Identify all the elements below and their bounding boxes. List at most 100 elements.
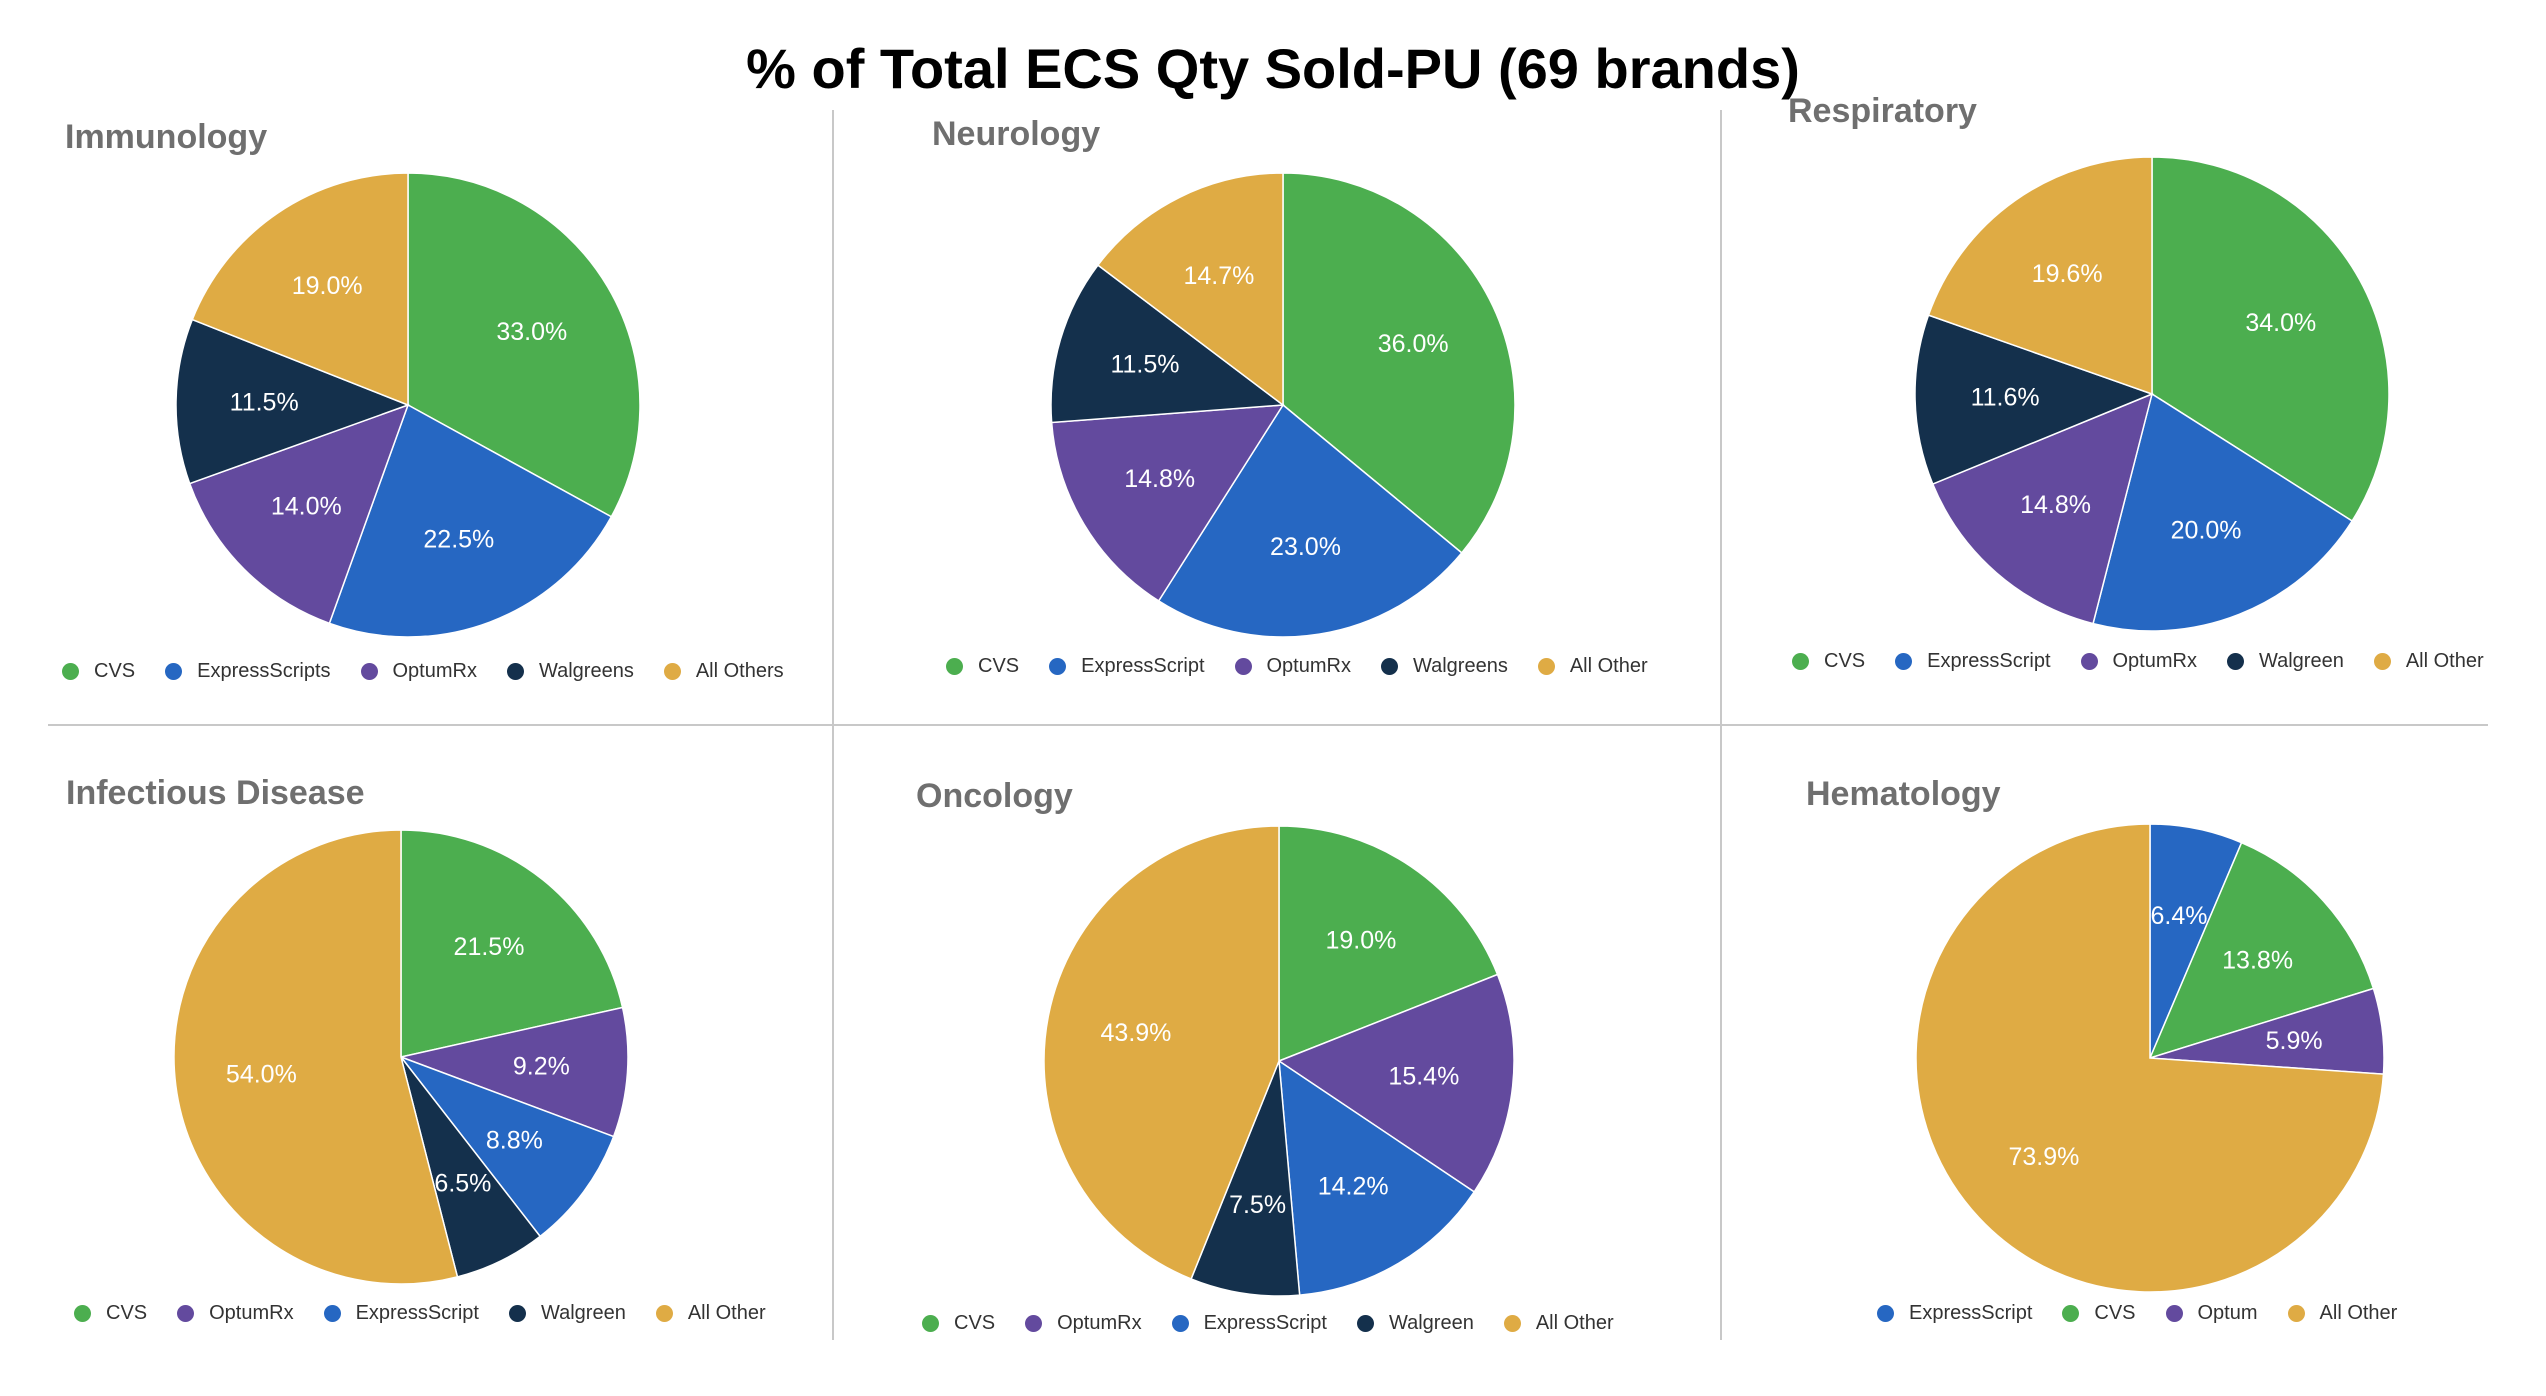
legend-item-walgreens[interactable]: Walgreens [1380, 655, 1508, 678]
legend-item-walgreen[interactable]: Walgreen [1356, 1312, 1474, 1335]
legend-swatch [74, 1305, 91, 1322]
pie-slice-expressscript[interactable] [398, 1055, 615, 1238]
legend-label: OptumRx [392, 660, 477, 682]
legend-item-all-other[interactable]: All Other [1503, 1312, 1614, 1335]
legend-label: OptumRx [209, 1302, 294, 1324]
pie-slice-cvs[interactable] [400, 829, 624, 1058]
data-label: 19.6% [2032, 260, 2103, 288]
horizontal-divider [48, 724, 2488, 726]
legend-item-expressscript[interactable]: ExpressScript [1895, 650, 2051, 673]
legend-item-all-other[interactable]: All Other [1537, 655, 1648, 678]
legend-item-walgreen[interactable]: Walgreen [2226, 650, 2344, 673]
legend-item-optumrx[interactable]: OptumRx [360, 660, 477, 683]
pie-slice-cvs[interactable] [2151, 156, 2390, 523]
legend-label: All Others [695, 660, 784, 682]
legend-item-all-other[interactable]: All Other [655, 1302, 766, 1325]
legend-swatch [663, 663, 681, 680]
pie-slice-expressscripts[interactable] [328, 403, 613, 638]
legend-item-cvs[interactable]: CVS [946, 655, 1019, 678]
legend-swatch [1503, 1315, 1521, 1332]
data-label: 73.9% [2008, 1143, 2079, 1171]
pie-slice-cvs[interactable] [1282, 172, 1516, 554]
pie-slice-cvs[interactable] [1278, 825, 1499, 1063]
chart-legend: CVS ExpressScript OptumRx Walgreen All Other [1792, 650, 2484, 673]
legend-label: All Other [2405, 650, 2484, 672]
legend-item-optumrx[interactable]: OptumRx [2080, 650, 2197, 673]
legend-label: ExpressScript [1081, 655, 1205, 677]
legend-label: ExpressScript [1203, 1312, 1327, 1334]
pie-slice-all-others[interactable] [191, 172, 409, 407]
legend-item-cvs[interactable]: CVS [1792, 650, 1865, 673]
legend-item-optum[interactable]: Optum [2165, 1302, 2258, 1325]
legend-item-all-others[interactable]: All Others [663, 660, 784, 683]
legend-item-expressscript[interactable]: ExpressScript [323, 1302, 479, 1325]
pie-slice-expressscript[interactable] [1157, 403, 1463, 638]
chart-legend: CVS ExpressScript OptumRx Walgreens All Othe… [946, 655, 1648, 678]
legend-swatch [2165, 1305, 2183, 1322]
legend-swatch [922, 1315, 939, 1332]
pie-slice-expressscript[interactable] [1278, 1059, 1476, 1296]
legend-item-walgreen[interactable]: Walgreen [508, 1302, 626, 1325]
legend-item-all-other[interactable]: All Other [2287, 1302, 2397, 1325]
legend-swatch [946, 658, 963, 675]
pie-slice-optumrx[interactable] [1050, 404, 1285, 602]
data-label: 20.0% [2171, 517, 2242, 545]
legend-swatch [2226, 653, 2244, 670]
legend-item-optumrx[interactable]: OptumRx [1025, 1312, 1142, 1335]
chart-title: Infectious Disease [66, 774, 365, 812]
data-label: 9.2% [513, 1053, 570, 1081]
legend-item-cvs[interactable]: CVS [62, 660, 135, 683]
legend-item-optumrx[interactable]: OptumRx [177, 1302, 294, 1325]
legend-item-cvs[interactable]: CVS [922, 1312, 995, 1335]
legend-label: CVS [2094, 1302, 2136, 1324]
page-title: % of Total ECS Qty Sold-PU (69 brands) [746, 37, 1800, 100]
legend-label: Walgreen [540, 1302, 626, 1324]
legend-item-walgreens[interactable]: Walgreens [506, 660, 634, 683]
legend-label: Walgreens [538, 660, 634, 682]
legend-item-cvs[interactable]: CVS [2062, 1302, 2136, 1325]
legend-label: CVS [954, 1312, 996, 1334]
legend-item-all-other[interactable]: All Other [2373, 650, 2484, 673]
pie-slice-expressscript[interactable] [2092, 392, 2354, 632]
data-label: 23.0% [1270, 533, 1341, 561]
legend-label: ExpressScripts [197, 660, 331, 682]
pie-slice-optumrx[interactable] [188, 403, 410, 625]
legend-swatch [1171, 1315, 1189, 1332]
pie-slice-all-other[interactable] [1043, 825, 1280, 1280]
legend-swatch [2080, 653, 2098, 670]
pie-chart: 19.0% 15.4% 14.2% 7.5% 43.9% [1043, 825, 1515, 1297]
pie-slice-optumrx[interactable] [1277, 973, 1515, 1193]
chart-title: Oncology [916, 777, 1073, 815]
data-label: 43.9% [1101, 1019, 1172, 1047]
pie-slice-all-other[interactable] [1096, 172, 1284, 407]
legend-item-expressscript[interactable]: ExpressScript [1877, 1302, 2032, 1325]
pie-slice-walgreens[interactable] [1050, 264, 1286, 424]
legend-label: OptumRx [1266, 655, 1351, 677]
data-label: 14.7% [1183, 262, 1254, 290]
legend-item-expressscript[interactable]: ExpressScript [1171, 1312, 1327, 1335]
legend-item-optumrx[interactable]: OptumRx [1234, 655, 1351, 678]
pie-slice-all-other[interactable] [1915, 823, 2385, 1293]
legend-item-expressscript[interactable]: ExpressScript [1049, 655, 1205, 678]
legend-item-expressscripts[interactable]: ExpressScripts [165, 660, 331, 683]
pie-slice-optumrx[interactable] [398, 1006, 629, 1138]
legend-label: CVS [978, 655, 1020, 677]
pie-slice-all-other[interactable] [173, 829, 459, 1285]
pie-slice-cvs[interactable] [2148, 841, 2375, 1060]
pie-slice-walgreens[interactable] [175, 318, 411, 485]
legend-swatch [2062, 1305, 2080, 1322]
legend-label: Walgreen [2258, 650, 2344, 672]
legend-item-cvs[interactable]: CVS [74, 1302, 147, 1325]
pie-slice-optumrx[interactable] [1931, 392, 2154, 625]
pie-slice-walgreen[interactable] [1190, 1060, 1301, 1297]
data-label: 19.0% [1325, 926, 1396, 954]
vertical-divider-right [1720, 110, 1722, 1340]
legend-swatch [1877, 1305, 1894, 1322]
legend-swatch [323, 1305, 341, 1322]
data-label: 34.0% [2245, 309, 2316, 337]
data-label: 8.8% [486, 1126, 543, 1154]
pie-slice-all-other[interactable] [1927, 156, 2153, 396]
pie-slice-cvs[interactable] [407, 172, 641, 518]
pie-slice-walgreen[interactable] [1914, 314, 2155, 485]
legend-label: OptumRx [2112, 650, 2197, 672]
